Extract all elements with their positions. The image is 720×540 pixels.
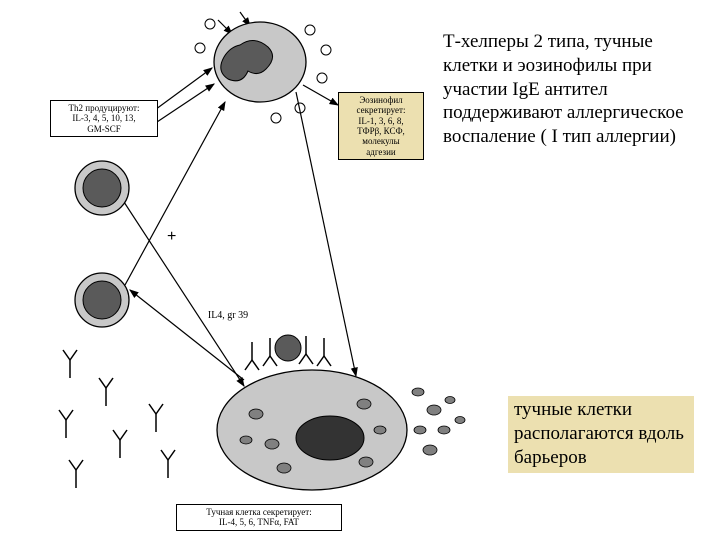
free-antibodies <box>59 350 175 488</box>
arrow-mast-to-thbottom <box>130 290 244 380</box>
main-description: Т-хелперы 2 типа, тучные клетки и эозино… <box>443 30 705 149</box>
th2-label-text: Th2 продуцируют:IL-3, 4, 5, 10, 13,GM-SC… <box>69 103 140 134</box>
th-cell-top-nucleus <box>83 169 121 207</box>
accessory-cell <box>275 335 301 361</box>
arrow-eosino-to-label <box>303 85 338 105</box>
mast-label-box: Тучная клетка секретирует:IL-4, 5, 6, TN… <box>176 504 342 531</box>
plus-sign: + <box>167 228 176 246</box>
side-description: тучные клетки располагаются вдоль барьер… <box>508 396 694 473</box>
mast-released-granules <box>412 388 465 455</box>
mast-label-text: Тучная клетка секретирует:IL-4, 5, 6, TN… <box>206 507 311 527</box>
eosino-label-box: Эозинофилсекретирует:IL-1, 3, 6, 8,ТФРβ,… <box>338 92 424 160</box>
arrow-thtop-to-mast <box>124 202 244 386</box>
th2-label-box: Th2 продуцируют:IL-3, 4, 5, 10, 13,GM-SC… <box>50 100 158 137</box>
th-cell-bottom-nucleus <box>83 281 121 319</box>
mast-cell-nucleus <box>296 416 364 460</box>
eosino-label-text: Эозинофилсекретирует:IL-1, 3, 6, 8,ТФРβ,… <box>357 95 406 157</box>
il4-label: IL4, gr 39 <box>198 310 258 321</box>
